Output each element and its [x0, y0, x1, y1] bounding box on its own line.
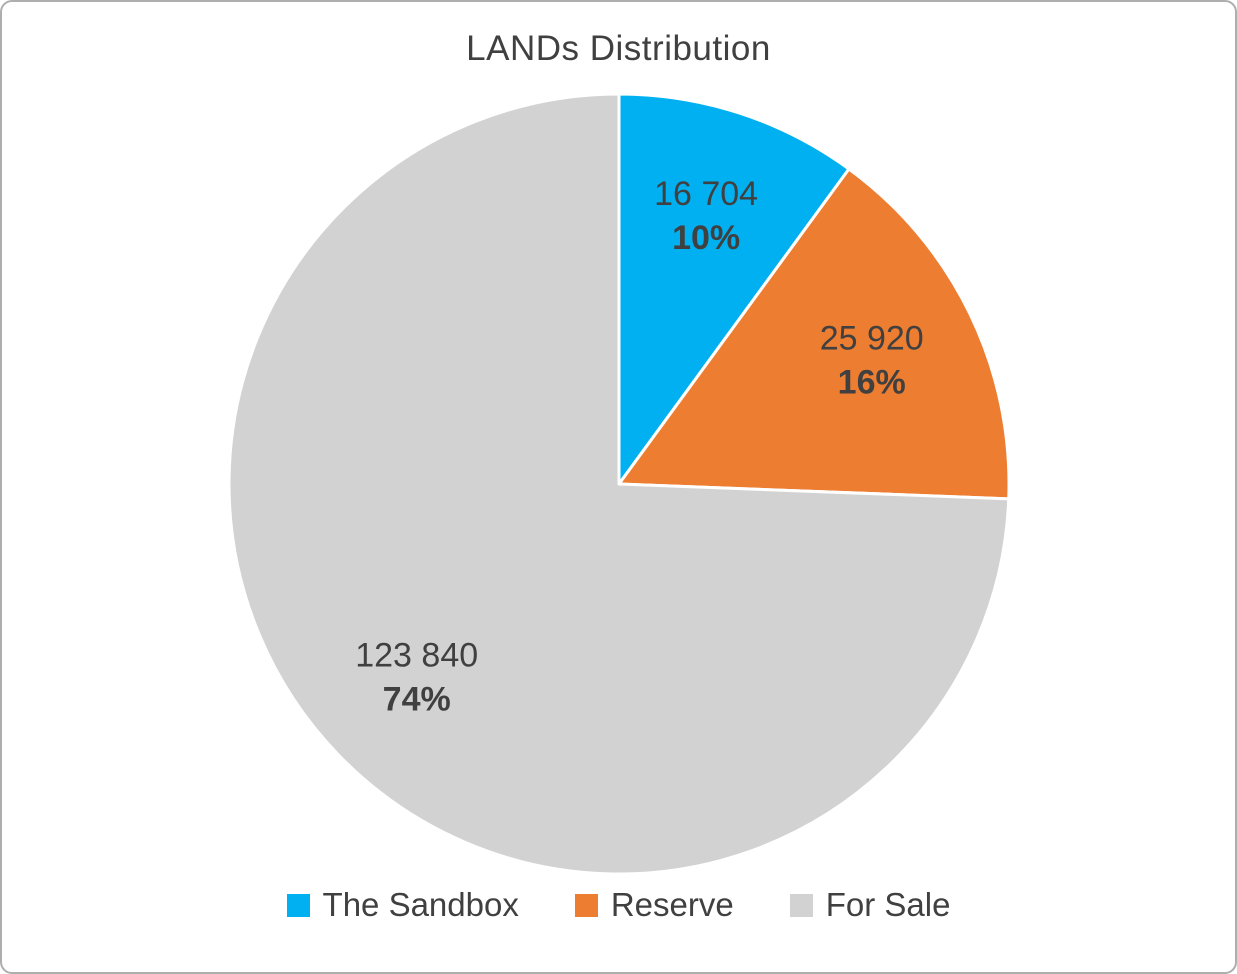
legend-swatch-for-sale	[789, 893, 813, 917]
chart-title: LANDs Distribution	[466, 29, 771, 68]
pie-slice-the-sandbox	[617, 92, 850, 486]
legend-item-for-sale: For Sale	[789, 886, 951, 924]
legend-swatch-reserve	[574, 893, 598, 917]
chart-legend: The Sandbox Reserve For Sale	[286, 886, 951, 924]
slice-percent-label: 16%	[837, 364, 905, 402]
slice-label-reserve: 25 920 16%	[819, 320, 923, 402]
legend-label-the-sandbox: The Sandbox	[322, 886, 519, 923]
legend-item-the-sandbox: The Sandbox	[286, 886, 519, 924]
slice-value-label: 16 704	[654, 175, 758, 213]
pie-slice-for-sale	[227, 92, 1010, 876]
pie-slice-reserve	[617, 167, 1011, 501]
slice-label-the-sandbox: 16 704 10%	[654, 175, 758, 257]
pie-chart-svg: 16 704 10% 25 920 16% 123 840 74%	[227, 92, 1011, 876]
slice-value-label: 123 840	[355, 637, 478, 675]
slice-percent-label: 74%	[382, 681, 450, 719]
slice-percent-label: 10%	[672, 219, 740, 257]
legend-swatch-the-sandbox	[286, 893, 310, 917]
slice-label-for-sale: 123 840 74%	[355, 637, 478, 719]
legend-label-reserve: Reserve	[610, 886, 734, 923]
pie-chart-area: 16 704 10% 25 920 16% 123 840 74%	[219, 84, 1019, 884]
legend-item-reserve: Reserve	[574, 886, 734, 924]
slice-value-label: 25 920	[819, 320, 923, 358]
legend-label-for-sale: For Sale	[825, 886, 951, 923]
